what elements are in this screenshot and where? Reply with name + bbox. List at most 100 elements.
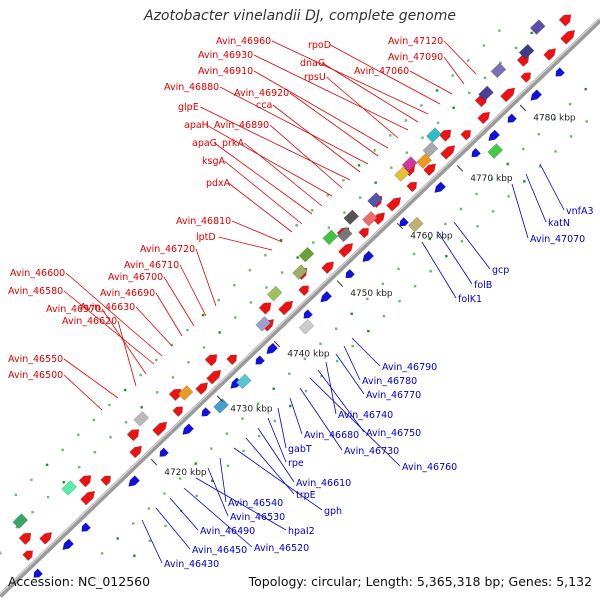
ruler-dot bbox=[265, 286, 268, 289]
ruler-dot bbox=[436, 121, 440, 124]
ruler-dot bbox=[295, 224, 298, 227]
ruler-dot bbox=[326, 194, 330, 197]
forward-leader-line bbox=[63, 290, 155, 365]
forward-gene-label: dnaG bbox=[300, 58, 325, 69]
forward-gene-arrow bbox=[278, 300, 294, 316]
feature-box-shape bbox=[213, 398, 229, 414]
ruler-dot bbox=[335, 359, 339, 363]
feature-box bbox=[478, 85, 494, 102]
reverse-gene-arrow bbox=[159, 447, 169, 457]
forward-gene-label: prkA bbox=[222, 138, 244, 149]
reverse-gene-label: Avin_46740 bbox=[338, 410, 393, 421]
ruler-dot bbox=[92, 418, 96, 422]
ruler-dot bbox=[93, 451, 97, 454]
feature-box bbox=[235, 373, 252, 390]
ruler-dot bbox=[311, 209, 314, 212]
feature-box-shape bbox=[177, 385, 194, 401]
ruler-tick-label: 4730 kbp bbox=[230, 404, 273, 414]
reverse-gene-arrow-shape bbox=[201, 407, 211, 417]
ruler-dot bbox=[374, 181, 377, 184]
ruler-dot bbox=[507, 195, 510, 198]
forward-gene-arrow bbox=[22, 550, 33, 561]
genome-summary-text: Topology: circular; Length: 5,365,318 bp… bbox=[248, 574, 592, 589]
label-leader-lines bbox=[63, 40, 565, 564]
feature-box-shape bbox=[266, 285, 283, 302]
ruler-dot bbox=[155, 358, 158, 362]
ruler-dot bbox=[241, 417, 244, 420]
forward-leader-line bbox=[65, 272, 163, 357]
ruler-dot bbox=[389, 134, 392, 137]
forward-gene-arrow-shape bbox=[298, 285, 309, 296]
forward-gene-label: Avin_46620 bbox=[62, 316, 117, 327]
ruler-dot bbox=[249, 301, 253, 304]
forward-gene-label: Avin_46600 bbox=[10, 268, 65, 279]
reverse-gene-label: Avin_46730 bbox=[344, 446, 399, 457]
genome-title: Azotobacter vinelandii DJ, complete geno… bbox=[144, 8, 456, 24]
ruler-dot bbox=[303, 357, 307, 360]
forward-gene-arrow-shape bbox=[460, 130, 471, 141]
feature-box-shape bbox=[61, 480, 78, 496]
reverse-gene-arrow bbox=[255, 355, 265, 365]
forward-gene-arrow bbox=[226, 354, 237, 366]
forward-gene-label: Avin_47060 bbox=[354, 66, 409, 77]
ruler-dot bbox=[272, 387, 275, 390]
ruler-dot bbox=[147, 507, 151, 510]
ruler-dot bbox=[491, 210, 495, 213]
feature-box bbox=[426, 127, 442, 143]
feature-box bbox=[343, 209, 360, 225]
forward-leader-line bbox=[63, 374, 103, 411]
forward-gene-arrow-shape bbox=[440, 145, 456, 160]
reverse-gene-arrow bbox=[530, 89, 543, 101]
reverse-gene-label: folK1 bbox=[458, 294, 482, 305]
ruler-tick-label: 4750 kbp bbox=[350, 289, 393, 299]
forward-leader-line bbox=[224, 160, 303, 225]
ruler-dot bbox=[61, 448, 64, 452]
ruler-dot bbox=[288, 372, 291, 375]
reverse-gene-arrow bbox=[81, 522, 91, 532]
feature-box-shape bbox=[343, 209, 360, 225]
feature-box-shape bbox=[478, 85, 494, 102]
forward-gene-arrow-shape bbox=[477, 111, 491, 125]
feature-box bbox=[213, 398, 229, 414]
reverse-gene-arrow bbox=[266, 342, 279, 355]
ruler-dot bbox=[217, 298, 220, 302]
forward-gene-arrow-shape bbox=[500, 87, 516, 103]
ruler-dot bbox=[514, 46, 518, 50]
ruler-dot bbox=[218, 331, 221, 334]
forward-gene-arrow-shape bbox=[543, 48, 557, 61]
forward-leader-line bbox=[228, 182, 293, 233]
ruler-dot bbox=[435, 89, 439, 92]
ruler-dot bbox=[390, 166, 393, 169]
reverse-leader-line bbox=[277, 407, 287, 449]
reverse-gene-arrow-shape bbox=[33, 568, 43, 578]
reverse-leader-line bbox=[421, 241, 457, 299]
reverse-gene-arrow-shape bbox=[488, 129, 501, 142]
feature-box-shape bbox=[255, 316, 272, 332]
forward-gene-arrow-shape bbox=[520, 72, 531, 83]
forward-gene-arrow bbox=[258, 302, 272, 315]
forward-leader-line bbox=[219, 86, 369, 165]
ruler-dot bbox=[459, 207, 463, 211]
genome-backbone bbox=[0, 17, 600, 598]
forward-gene-label: pdxA bbox=[206, 178, 231, 189]
ruler-dot bbox=[31, 510, 34, 514]
forward-gene-arrow-shape bbox=[206, 369, 222, 385]
ruler-dot bbox=[334, 327, 338, 330]
forward-gene-arrow-shape bbox=[338, 243, 354, 258]
reverse-leader-line bbox=[207, 467, 229, 517]
forward-leader-line bbox=[218, 236, 273, 251]
feature-box-shape bbox=[394, 166, 410, 182]
backbone-line bbox=[0, 18, 600, 598]
forward-gene-arrow-shape bbox=[226, 354, 237, 366]
reverse-leader-line bbox=[437, 231, 473, 285]
ruler-dot bbox=[350, 312, 353, 316]
ruler-dot bbox=[233, 283, 236, 287]
reverse-gene-label: Avin_46430 bbox=[164, 559, 219, 570]
reverse-gene-arrow bbox=[434, 181, 447, 193]
ruler-dot bbox=[187, 361, 190, 364]
forward-leader-line bbox=[253, 70, 389, 149]
reverse-gene-arrow bbox=[345, 268, 355, 279]
forward-gene-label: rpsU bbox=[304, 72, 326, 83]
forward-leader-line bbox=[101, 308, 147, 375]
